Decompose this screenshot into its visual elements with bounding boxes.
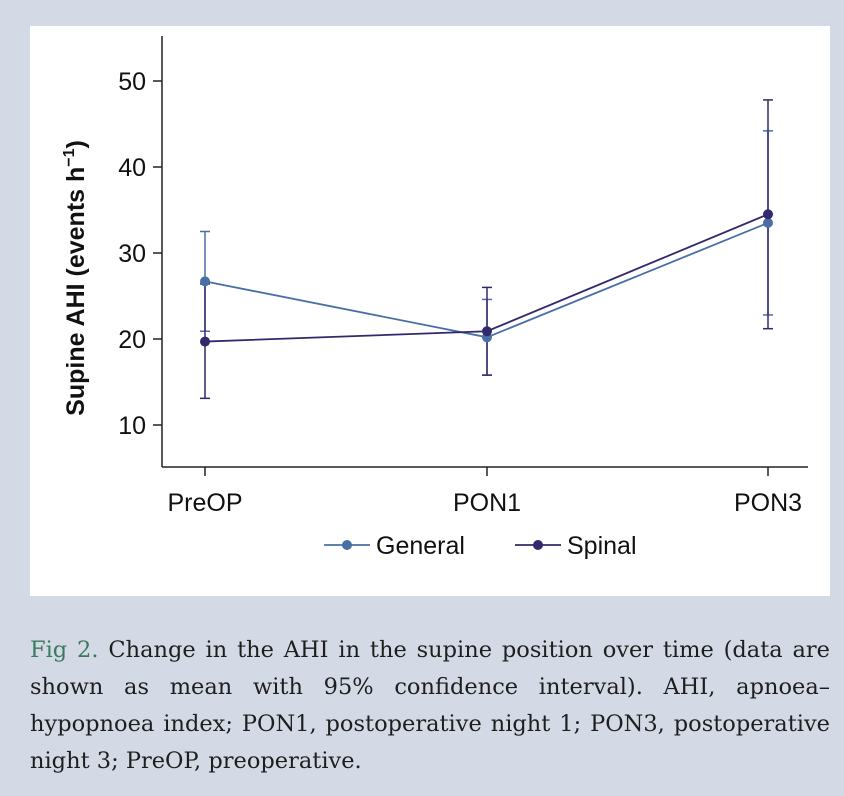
data-point-general	[200, 276, 210, 287]
caption-text: Change in the AHI in the supine position…	[30, 637, 830, 774]
y-tick-label: 10	[118, 412, 146, 440]
y-tick-label: 20	[118, 326, 146, 354]
x-ticks: PreOP PON1 PON3	[167, 467, 802, 517]
y-axis-label-close: )	[62, 140, 90, 148]
legend-marker-spinal	[533, 540, 543, 550]
legend-label-general: General	[376, 532, 465, 560]
error-bars	[200, 99, 773, 400]
caption-label: Fig 2.	[30, 637, 99, 663]
x-tick-label: PON1	[453, 489, 521, 517]
x-tick-label: PreOP	[167, 489, 242, 517]
data-points	[200, 209, 773, 347]
figure-caption: Fig 2. Change in the AHI in the supine p…	[30, 632, 830, 780]
data-point-spinal	[482, 326, 492, 337]
legend-label-spinal: Spinal	[567, 532, 637, 560]
chart: 10 20 30 40 50 PreOP PON1 PON3 Supine AHI (eve…	[61, 36, 808, 560]
x-tick-label: PON3	[734, 489, 802, 517]
y-tick-label: 30	[118, 240, 146, 268]
y-tick-label: 40	[118, 154, 146, 182]
legend-marker-general	[342, 540, 352, 550]
y-axis-label-main: Supine AHI (events h	[62, 167, 90, 416]
data-point-general	[763, 217, 773, 228]
figure-panel: 10 20 30 40 50 PreOP PON1 PON3 Supine AHI (eve…	[30, 26, 830, 596]
y-ticks: 10 20 30 40 50	[118, 68, 162, 440]
legend: General Spinal	[324, 532, 637, 560]
axes	[161, 36, 808, 468]
data-point-spinal	[763, 209, 773, 220]
data-point-spinal	[200, 336, 210, 347]
y-axis-label-superscript: −1	[61, 148, 78, 166]
y-tick-label: 50	[118, 68, 146, 96]
y-axis-label: Supine AHI (events h−1)	[61, 140, 90, 416]
